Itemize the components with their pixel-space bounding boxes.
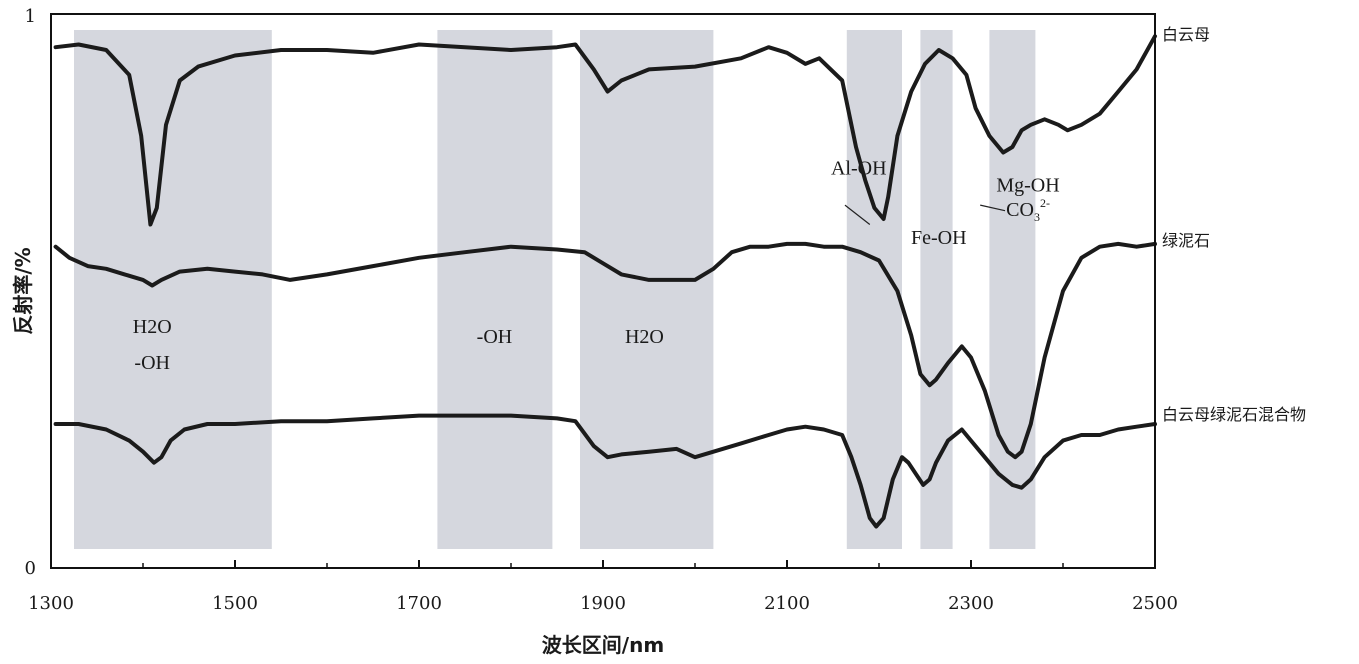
absorption-band-5 bbox=[989, 30, 1036, 549]
x-tick-label: 1900 bbox=[580, 593, 626, 614]
leader-line-mg-oh bbox=[980, 204, 1006, 212]
x-tick-label: 1300 bbox=[28, 593, 74, 614]
y-axis-title: 反射率/% bbox=[11, 247, 35, 334]
series-lines bbox=[53, 34, 1157, 529]
x-tick-label: 2300 bbox=[948, 593, 994, 614]
absorption-band-3 bbox=[846, 30, 902, 549]
x-tick-label: 1700 bbox=[396, 593, 442, 614]
annotation-0: Al-OH bbox=[831, 158, 887, 180]
series-label-1: 绿泥石 bbox=[1162, 231, 1210, 250]
band-label: -OH bbox=[477, 326, 513, 348]
series-line-0 bbox=[53, 34, 1157, 227]
series-label-2: 白云母绿泥石混合物 bbox=[1162, 405, 1306, 424]
band-label: -OH bbox=[134, 352, 170, 374]
annotation-1: Fe-OH bbox=[911, 227, 967, 249]
x-tick-label: 1500 bbox=[212, 593, 258, 614]
band-label: H2O bbox=[133, 316, 172, 338]
annotation-3: CO32- bbox=[1006, 196, 1050, 224]
absorption-band-1 bbox=[437, 30, 553, 549]
series-line-1 bbox=[53, 241, 1157, 460]
band-label: H2O bbox=[625, 326, 664, 348]
absorption-band-0 bbox=[74, 30, 272, 549]
annotation-2: Mg-OH bbox=[996, 174, 1059, 196]
x-tick-label: 2100 bbox=[764, 593, 810, 614]
x-axis-title: 波长区间/nm bbox=[542, 633, 664, 657]
absorption-band-2 bbox=[580, 30, 714, 549]
x-tick-label: 2500 bbox=[1132, 593, 1178, 614]
axis-ticks bbox=[50, 560, 1156, 568]
series-label-0: 白云母 bbox=[1162, 25, 1210, 44]
y-tick-label: 1 bbox=[25, 6, 36, 27]
y-tick-label: 0 bbox=[25, 558, 36, 579]
series-line-2 bbox=[53, 413, 1157, 529]
absorption-band-4 bbox=[920, 30, 953, 549]
axis-labels: 1300 1500 1700 1900 2100 2300 2500 0 1 bbox=[25, 6, 1178, 614]
absorption-bands: H2O -OH -OH H2O bbox=[74, 30, 1036, 549]
leader-line-al-oh bbox=[844, 204, 871, 225]
